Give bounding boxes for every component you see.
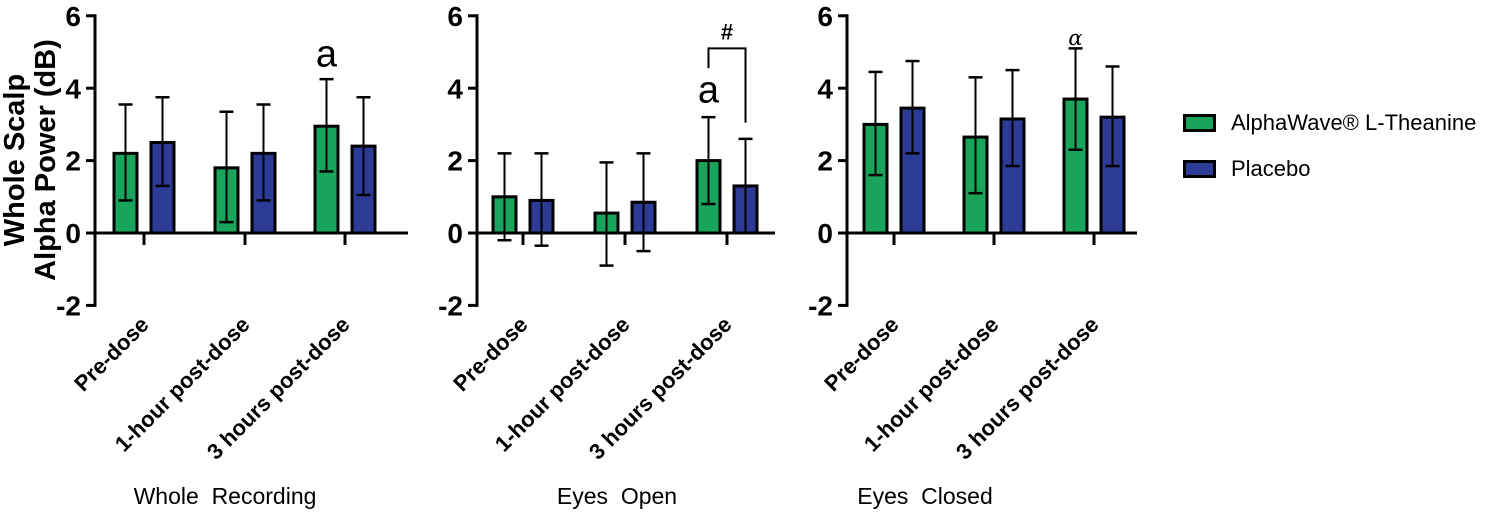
panel-caption: Eyes Open bbox=[557, 483, 677, 509]
legend-item-theanine: AlphaWave® L-Theanine bbox=[1183, 110, 1476, 136]
legend-label-placebo: Placebo bbox=[1231, 156, 1311, 181]
significance-marker: a bbox=[316, 33, 338, 75]
y-tick-label: -2 bbox=[808, 290, 833, 321]
panel-caption: Eyes Closed bbox=[857, 483, 993, 509]
y-tick-label: 0 bbox=[65, 218, 81, 249]
y-tick-label: 4 bbox=[447, 73, 463, 104]
legend-label-theanine: AlphaWave® L-Theanine bbox=[1231, 110, 1477, 135]
legend: AlphaWave® L-Theanine Placebo bbox=[1183, 110, 1476, 202]
y-tick-label: 6 bbox=[65, 1, 81, 32]
x-category-label: Pre-dose bbox=[448, 312, 532, 396]
x-category-label: Pre-dose bbox=[819, 312, 903, 396]
significance-marker: α bbox=[1068, 26, 1082, 50]
y-tick-label: 4 bbox=[817, 73, 833, 104]
placebo-swatch-icon bbox=[1183, 160, 1216, 178]
y-tick-label: 2 bbox=[447, 146, 463, 177]
y-tick-label: 4 bbox=[65, 73, 81, 104]
panel-caption: Whole Recording bbox=[134, 483, 317, 509]
y-tick-label: 2 bbox=[65, 146, 81, 177]
y-tick-label: 0 bbox=[817, 218, 833, 249]
y-tick-label: 6 bbox=[817, 1, 833, 32]
x-category-label: Pre-dose bbox=[69, 312, 153, 396]
y-tick-label: 6 bbox=[447, 1, 463, 32]
y-tick-label: -2 bbox=[56, 290, 81, 321]
legend-item-placebo: Placebo bbox=[1183, 156, 1476, 182]
significance-marker: # bbox=[721, 19, 733, 44]
theanine-swatch-icon bbox=[1183, 114, 1216, 132]
y-tick-label: 0 bbox=[447, 218, 463, 249]
y-tick-label: 2 bbox=[817, 146, 833, 177]
significance-bracket bbox=[707, 47, 747, 123]
significance-marker: a bbox=[698, 70, 720, 112]
y-tick-label: -2 bbox=[438, 290, 463, 321]
